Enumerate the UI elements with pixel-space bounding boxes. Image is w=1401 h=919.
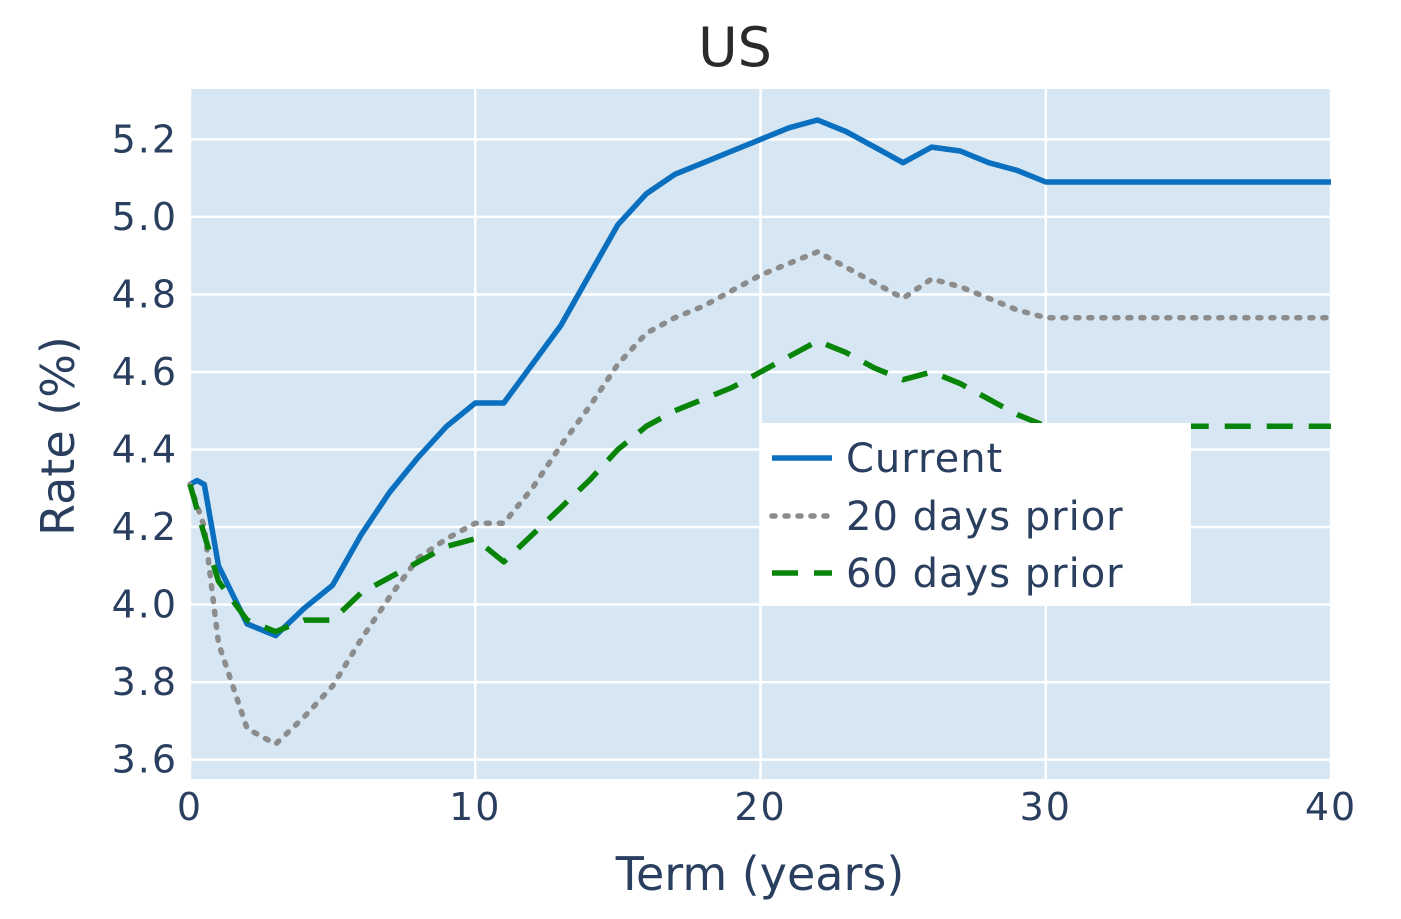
legend: Current 20 days prior 60 days prior <box>760 423 1191 606</box>
x-tick-label: 0 <box>177 785 203 829</box>
x-tick-label: 20 <box>734 785 786 829</box>
y-tick-label: 4.0 <box>112 583 178 627</box>
series-lines <box>187 117 1334 747</box>
series-line-1 <box>187 249 1334 747</box>
y-tick-label: 3.8 <box>112 660 178 704</box>
legend-label-1: 20 days prior <box>846 494 1124 540</box>
y-tick-label: 4.4 <box>112 428 178 472</box>
chart-title: US <box>698 16 772 79</box>
x-tick-label: 40 <box>1305 785 1357 829</box>
x-tick-label: 30 <box>1020 785 1072 829</box>
legend-label-2: 60 days prior <box>846 551 1124 597</box>
y-tick-label: 3.6 <box>112 738 178 782</box>
y-tick-label: 5.2 <box>112 117 178 161</box>
series-line-0 <box>188 117 1331 639</box>
y-tick-label: 4.6 <box>112 350 178 394</box>
y-axis-label: Rate (%) <box>31 336 85 536</box>
series-line-2 <box>187 338 1331 635</box>
y-tick-label: 4.8 <box>112 272 178 316</box>
x-axis-label: Term (years) <box>615 847 905 901</box>
legend-label-0: Current <box>846 436 1003 482</box>
y-tick-label: 5.0 <box>112 195 178 239</box>
y-tick-label: 4.2 <box>112 505 178 549</box>
axis-ticks: 0 10 20 30 40 3.6 3.8 4.0 4.2 4.4 4.6 4.8 5.0 5.2 <box>112 117 1357 829</box>
x-tick-label: 10 <box>449 785 501 829</box>
